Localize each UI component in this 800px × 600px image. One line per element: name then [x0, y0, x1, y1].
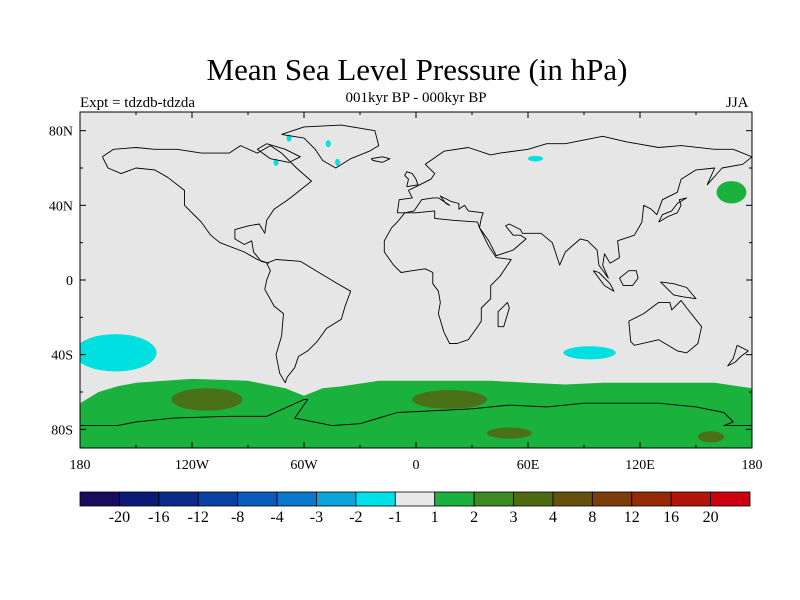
colorbar-swatch: [237, 491, 278, 507]
colorbar-label: -16: [148, 509, 169, 526]
colorbar-swatch: [591, 491, 633, 507]
colorbar-label: 3: [510, 509, 518, 526]
colorbar-swatch: [552, 491, 593, 507]
colorbar-swatch: [158, 491, 199, 507]
colorbar-label: -4: [270, 509, 283, 526]
northeast-pacific-low: [80, 334, 157, 372]
coastlines: [80, 124, 752, 427]
indian-ocean-low: [563, 346, 616, 360]
y-tick-label: 80S: [51, 423, 73, 438]
colorbar-label: -2: [349, 509, 362, 526]
x-tick-label: 120E: [625, 458, 655, 473]
antarctic-high-east: [697, 431, 725, 443]
colorbar-swatch: [670, 491, 711, 507]
colorbar-label: -20: [109, 509, 130, 526]
arctic-low-speck: [273, 158, 279, 166]
colorbar-label: 1: [431, 509, 439, 526]
colorbar-swatch: [710, 491, 751, 507]
colorbar-label: -3: [310, 509, 323, 526]
y-tick-label: 0: [66, 274, 73, 289]
colorbar-label: 20: [703, 509, 719, 526]
colorbar-swatch: [79, 491, 120, 507]
coast-africa: [383, 210, 512, 344]
y-tick-label: 40N: [49, 199, 73, 214]
colorbar-swatch: [355, 491, 396, 507]
colorbar-label: -1: [389, 509, 402, 526]
colorbar-swatch: [434, 491, 475, 507]
coast-greenland: [281, 124, 380, 169]
colorbar-label: 12: [624, 509, 640, 526]
northwest-pacific-high: [716, 181, 747, 204]
coast-sumatra: [592, 270, 615, 292]
southern-high-band: [80, 378, 752, 448]
south-pacific-high: [171, 388, 243, 411]
coast-japan: [658, 197, 688, 223]
colorbar-label: 4: [549, 509, 557, 526]
coast-eurasia: [396, 135, 752, 279]
colorbar-label: -8: [231, 509, 244, 526]
y-tick-label: 40S: [51, 349, 73, 364]
colorbar-swatch: [473, 491, 514, 507]
coast-newguinea: [660, 281, 697, 300]
coast-antarctica: [80, 399, 752, 427]
colorbar-swatch: [316, 491, 357, 507]
arctic-low-speck: [335, 158, 341, 166]
coast-madagascar: [497, 301, 510, 328]
x-tick-label: 0: [413, 458, 420, 473]
colorbar-label: -12: [188, 509, 209, 526]
x-tick-label: 60W: [290, 458, 318, 473]
coast-greatbritain: [404, 171, 419, 188]
colorbar-label: 16: [663, 509, 679, 526]
south-atlantic-high: [412, 390, 487, 409]
colorbar-swatch: [394, 491, 436, 507]
caspian-low: [528, 155, 543, 162]
colorbar-label: 8: [588, 509, 596, 526]
colorbar-swatch: [119, 491, 160, 507]
season-label: JJA: [726, 95, 749, 111]
coast-iceland: [370, 156, 391, 163]
axis-ticks: 180 120W 60W 0 60E 120E 180 80N 40N 0 40S 80S: [49, 112, 763, 473]
chart-title: Mean Sea Level Pressure (in hPa): [206, 52, 628, 87]
arctic-low-speck: [286, 134, 292, 142]
x-tick-label: 180: [70, 458, 91, 473]
colorbar-swatch: [631, 491, 672, 507]
pressure-contours: [80, 134, 752, 448]
colorbar: -20 -16 -12 -8 -4 -3 -2 -1 1 2 3 4 8 12 16 20: [79, 491, 751, 526]
coast-australia: [628, 300, 703, 354]
colorbar-swatch: [276, 491, 317, 507]
colorbar-label: 2: [470, 509, 478, 526]
arctic-low-speck: [325, 140, 331, 148]
x-tick-label: 120W: [175, 458, 210, 473]
coast-borneo: [619, 270, 639, 287]
colorbar-swatch: [513, 491, 554, 507]
x-tick-label: 60E: [517, 458, 540, 473]
coast-baffin: [256, 143, 301, 163]
coast-north-america: [101, 145, 312, 264]
south-indian-high: [486, 427, 532, 439]
experiment-label: Expt = tdzdb-tdzda: [80, 95, 196, 111]
period-label: 001kyr BP - 000kyr BP: [345, 90, 487, 106]
coast-south-america: [264, 259, 352, 384]
colorbar-swatch: [197, 491, 239, 507]
y-tick-label: 80N: [49, 125, 73, 140]
coast-newzealand: [727, 344, 749, 367]
x-tick-label: 180: [742, 458, 763, 473]
